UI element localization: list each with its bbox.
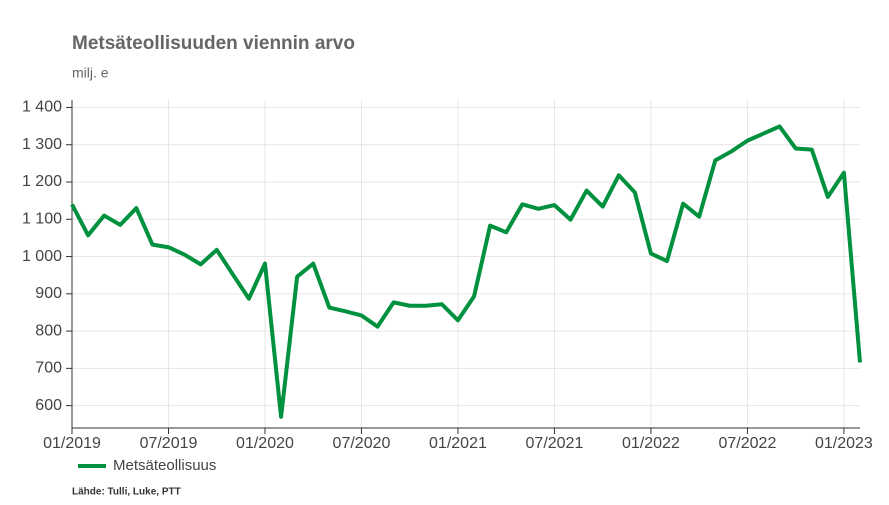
x-tick-label: 01/2022: [622, 435, 680, 452]
y-tick-label: 800: [35, 322, 62, 339]
x-tick-label: 01/2020: [236, 435, 294, 452]
x-tick-label: 07/2020: [333, 435, 391, 452]
y-tick-label: 700: [35, 360, 62, 377]
x-tick-label: 07/2021: [526, 435, 584, 452]
x-tick-label: 07/2019: [140, 435, 198, 452]
y-tick-label: 1 000: [22, 248, 62, 265]
y-tick-label: 600: [35, 397, 62, 414]
legend-label: Metsäteollisuus: [113, 457, 216, 474]
y-tick-label: 1 400: [22, 99, 62, 116]
x-tick-label: 01/2023: [815, 435, 873, 452]
x-tick-label: 07/2022: [719, 435, 777, 452]
y-tick-label: 1 100: [22, 210, 62, 227]
y-tick-label: 1 200: [22, 173, 62, 190]
x-tick-label: 01/2019: [43, 435, 101, 452]
chart-subtitle: milj. e: [72, 65, 109, 81]
source: Lähde: Tulli, Luke, PTT: [72, 487, 181, 498]
y-tick-label: 900: [35, 285, 62, 302]
chart-title: Metsäteollisuuden viennin arvo: [72, 33, 355, 54]
line: [70, 124, 862, 419]
x-tick-label: 01/2021: [429, 435, 487, 452]
y-tick-label: 1 300: [22, 136, 62, 153]
